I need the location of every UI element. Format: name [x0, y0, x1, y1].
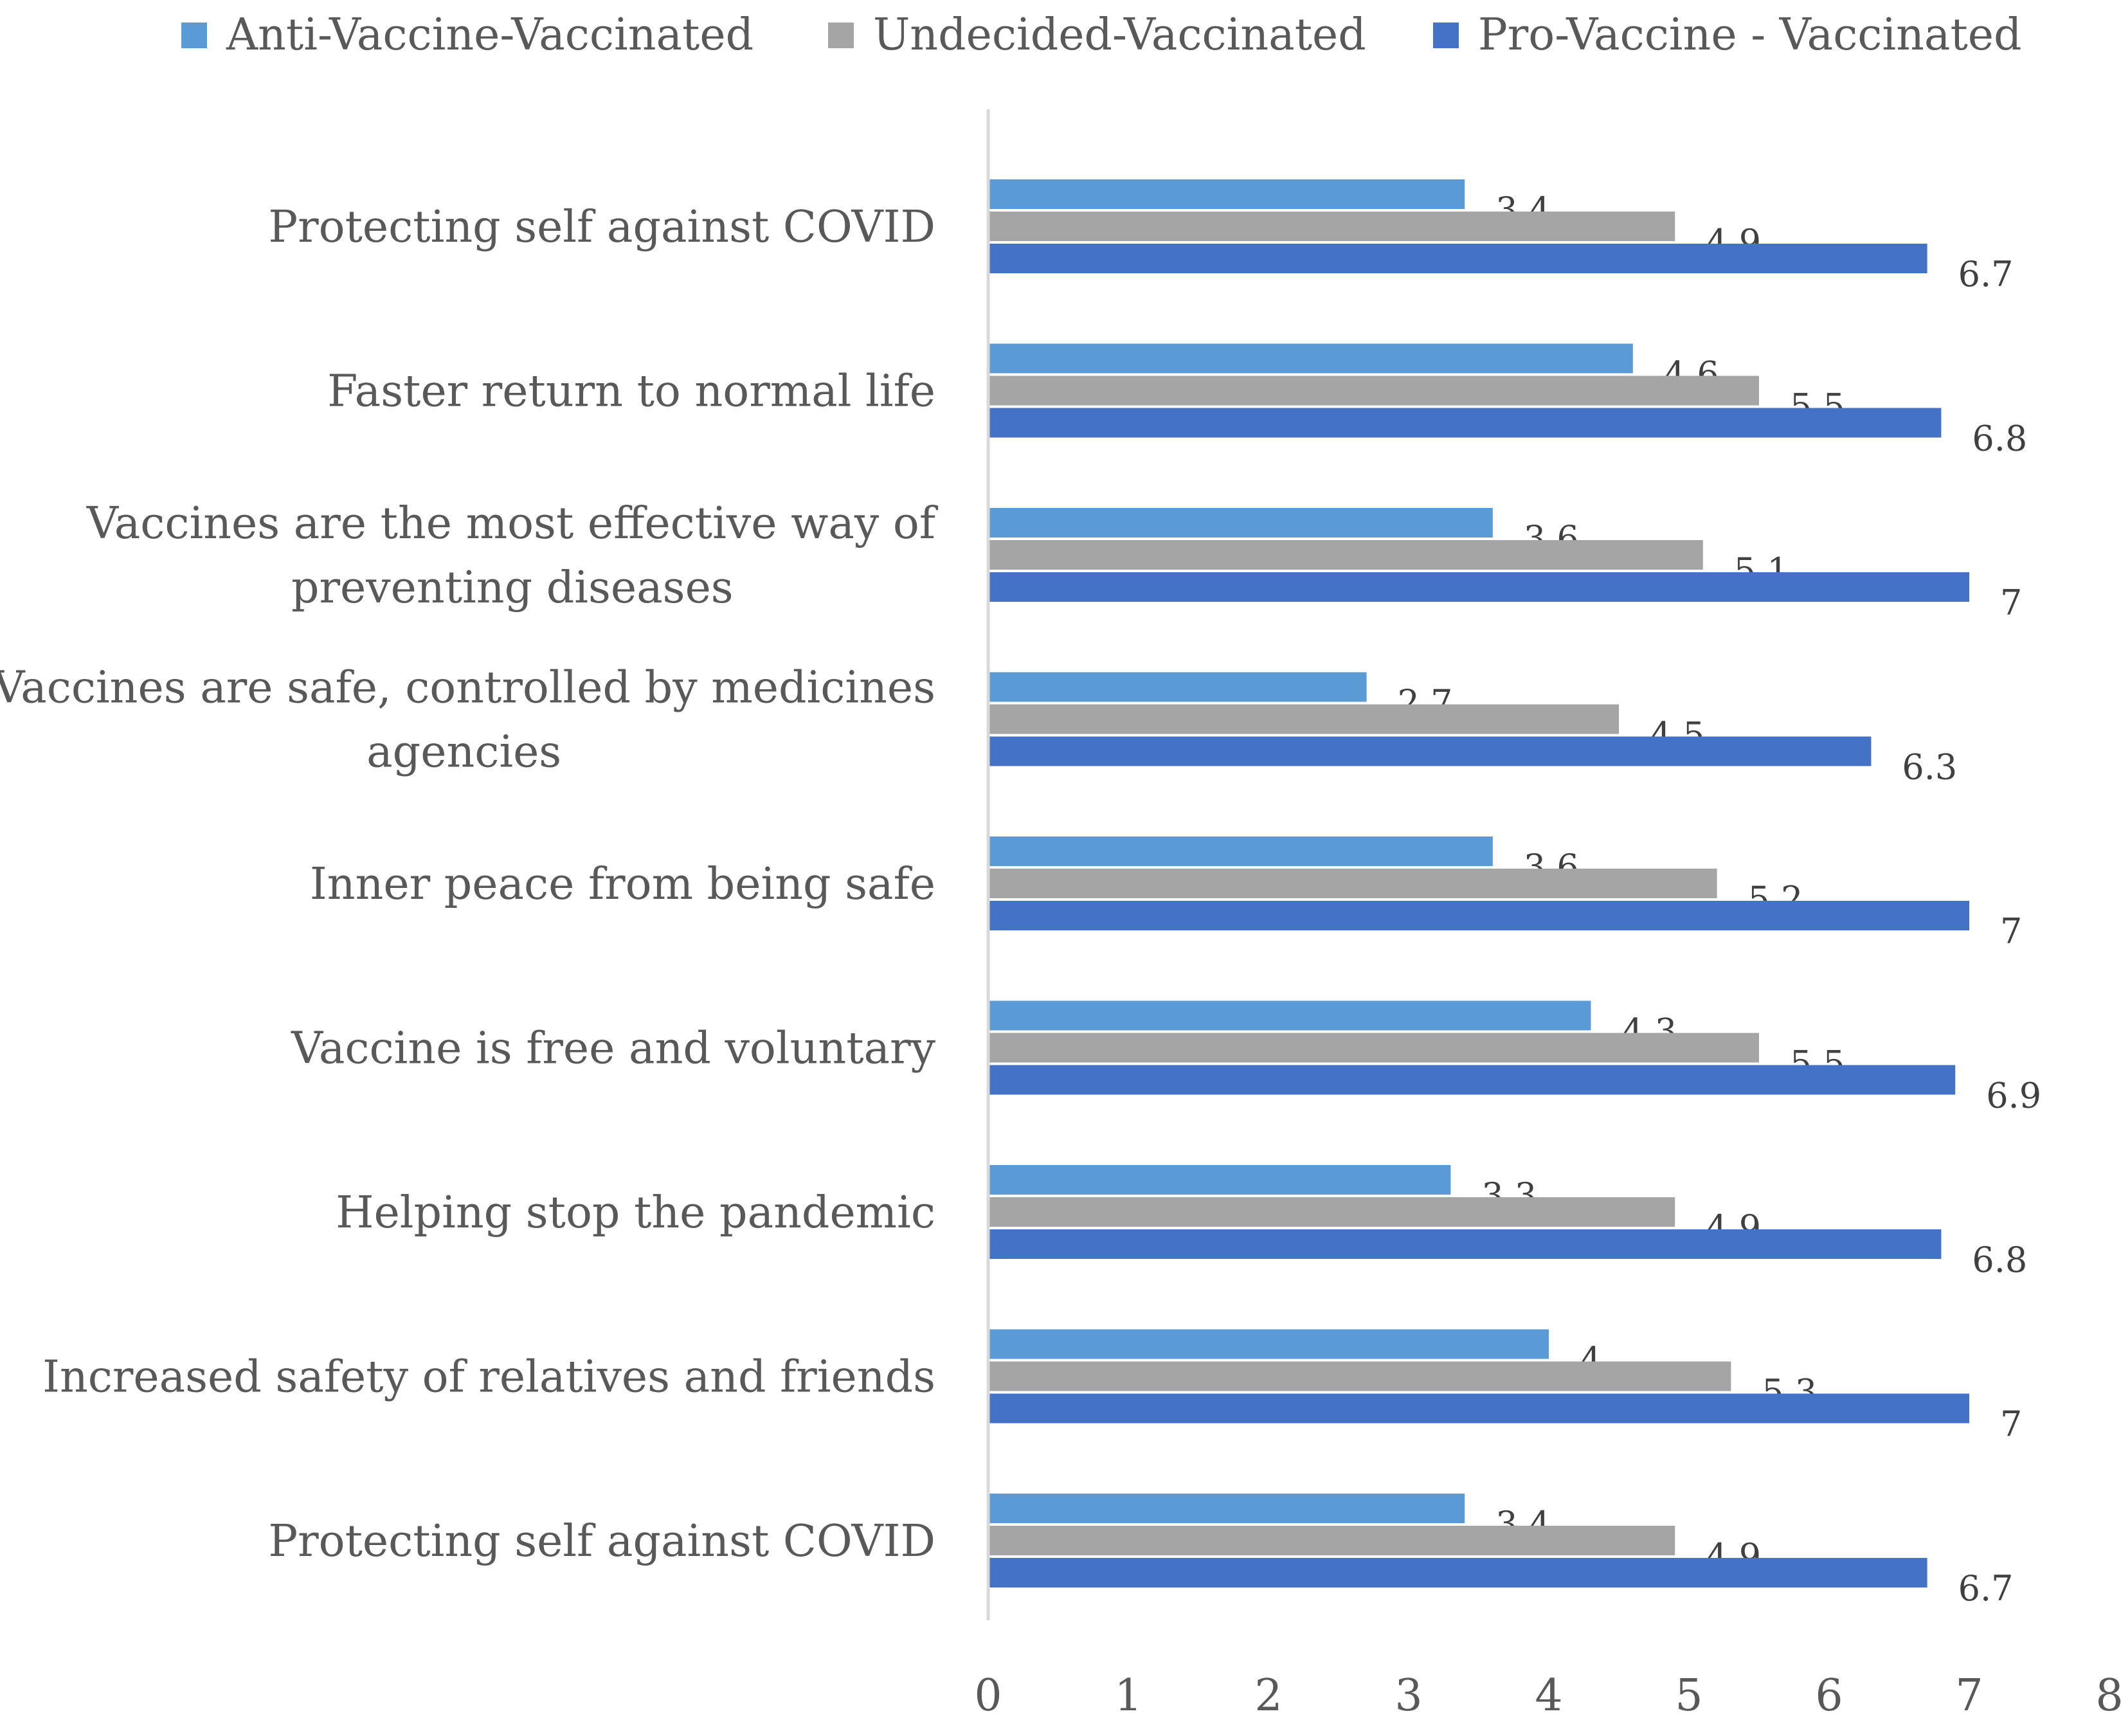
bar [988, 704, 1619, 734]
bar [988, 1165, 1451, 1195]
legend-swatch [1433, 23, 1459, 48]
bar [988, 1558, 1927, 1587]
bar [988, 1197, 1675, 1227]
legend-label: Pro-Vaccine - Vaccinated [1478, 10, 2022, 60]
category-label: preventing diseases [291, 563, 734, 613]
data-label: 6.9 [1986, 1076, 2041, 1116]
bar [988, 212, 1675, 241]
category-label: Helping stop the pandemic [336, 1188, 935, 1238]
bar [988, 572, 1969, 602]
bar [988, 1229, 1942, 1259]
category-label: Protecting self against COVID [268, 1516, 935, 1567]
tick-label: 6 [1815, 1670, 1843, 1721]
bar [988, 408, 1942, 438]
bar [988, 1329, 1549, 1359]
legend-label: Undecided-Vaccinated [873, 10, 1366, 60]
bar [988, 1393, 1969, 1424]
tick-label: 0 [974, 1670, 1002, 1721]
tick-label: 8 [2095, 1670, 2121, 1721]
bar [988, 1494, 1465, 1523]
category-label: Vaccine is free and voluntary [291, 1024, 936, 1074]
bar [988, 901, 1969, 930]
bar [988, 869, 1717, 898]
category-labels: Protecting self against COVID Faster retu… [0, 202, 939, 1567]
bar [988, 508, 1493, 538]
bar [988, 836, 1493, 866]
tick-label: 7 [1955, 1670, 1983, 1721]
data-label: 7 [2000, 1404, 2022, 1445]
category-label: agencies [366, 727, 561, 778]
data-label: 6.8 [1972, 1240, 2027, 1280]
category-label: Faster return to normal life [327, 366, 935, 417]
bar [988, 540, 1703, 570]
bar [988, 1033, 1759, 1063]
bar [988, 244, 1927, 273]
bar-group: 3.44.96.74.65.56.83.65.172.74.56.33.65.2… [988, 179, 2041, 1609]
category-label: Inner peace from being safe [310, 859, 935, 910]
bar [988, 736, 1872, 766]
data-label: 6.3 [1902, 747, 1957, 788]
category-label: Vaccines are safe, controlled by medicin… [0, 663, 935, 714]
category-label: Vaccines are the most effective way of [86, 498, 939, 549]
bar [988, 179, 1465, 209]
tick-label: 4 [1535, 1670, 1562, 1721]
data-label: 6.7 [1958, 1568, 2014, 1609]
tick-label: 5 [1675, 1670, 1702, 1721]
category-label: Protecting self against COVID [268, 202, 935, 253]
category-label: Increased safety of relatives and friend… [42, 1352, 935, 1403]
bar [988, 1361, 1731, 1391]
data-label: 6.7 [1958, 254, 2014, 294]
tick-label: 3 [1394, 1670, 1422, 1721]
value-axis: 0 1 2 3 4 5 6 7 8 [974, 109, 2121, 1721]
data-label: 6.8 [1972, 419, 2027, 459]
legend-label: Anti-Vaccine-Vaccinated [226, 10, 754, 60]
legend-swatch [828, 23, 854, 48]
tick-label: 1 [1114, 1670, 1142, 1721]
tick-label: 2 [1254, 1670, 1282, 1721]
legend-swatch [181, 23, 207, 48]
bar [988, 1000, 1591, 1031]
bar [988, 343, 1633, 374]
bar [988, 1065, 1956, 1095]
data-label: 7 [2000, 583, 2022, 623]
data-label: 7 [2000, 911, 2022, 952]
bar [988, 375, 1759, 406]
legend: Anti-Vaccine-Vaccinated Undecided-Vaccina… [181, 10, 2022, 60]
bar [988, 1526, 1675, 1555]
bar [988, 672, 1367, 702]
